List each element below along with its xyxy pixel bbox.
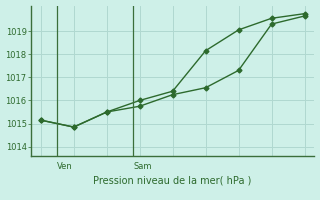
Text: Ven: Ven (57, 162, 73, 171)
X-axis label: Pression niveau de la mer( hPa ): Pression niveau de la mer( hPa ) (93, 175, 252, 185)
Text: Sam: Sam (133, 162, 152, 171)
